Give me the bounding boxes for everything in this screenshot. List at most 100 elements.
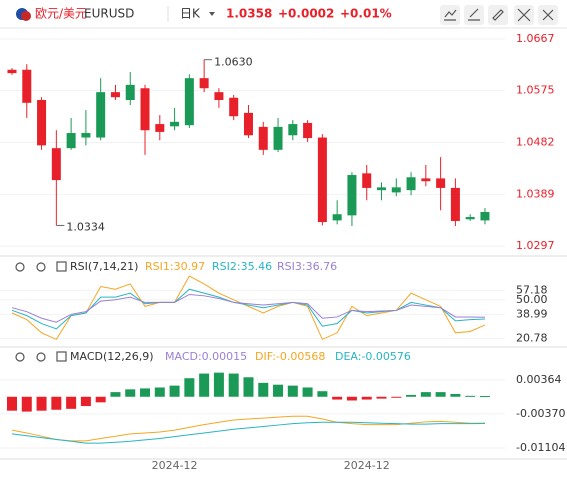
legend-entry: RSI1:30.97 [145,260,205,273]
candle-body [110,92,120,98]
indicator-line [11,421,485,444]
candle-body [37,100,47,146]
candle-body [229,97,239,117]
histogram-bar [465,395,476,397]
settings-icon[interactable] [36,352,46,362]
histogram-bar [435,392,446,397]
candle-body [450,187,460,221]
histogram-bar [479,396,490,398]
histogram-bar [110,392,121,397]
legend-entry: DEA:-0.00576 [335,350,411,363]
y-tick-label: 1.0389 [516,188,555,201]
y-tick-label: 1.0482 [516,136,555,149]
candle-body [184,78,194,126]
y-tick-label: 38.99 [516,307,548,320]
candle-body [125,84,135,100]
y-tick-label: -0.00370 [516,407,565,420]
price: 1.0358 [226,7,272,21]
y-tick-label: 1.0575 [516,83,555,96]
candle-body [81,133,91,138]
y-tick-label: 0.00364 [516,373,562,386]
histogram-bar [346,396,357,401]
histogram-bar [376,396,387,399]
histogram-bar [7,396,17,411]
y-tick-label: 20.78 [516,331,548,344]
indicator-icon[interactable] [56,261,67,272]
histogram-bar [243,377,254,397]
tool-button[interactable] [464,5,484,25]
candle-body [243,112,253,136]
histogram-bar [95,396,106,403]
candle-body [96,92,106,138]
candle-body [273,126,283,150]
histogram-bar [258,382,269,397]
histogram-bar [361,396,372,400]
candle-body [406,177,416,191]
tool-icon [444,9,457,21]
candle-body [317,137,327,223]
histogram-bar [21,396,32,412]
histogram-bar [184,378,195,397]
histogram-bar [36,396,47,411]
histogram-bar [140,388,151,397]
y-tick-label: 57.18 [516,283,548,296]
histogram-bar [332,396,343,400]
candle-body [303,122,313,139]
candle-body [51,148,61,181]
low-label: 1.0334 [66,220,105,233]
candle-body [377,187,386,191]
histogram-bar [391,396,402,398]
visibility-icon[interactable] [15,352,25,362]
histogram-bar [302,387,313,397]
legend-entry: RSI3:36.76 [277,260,337,273]
candle-body [465,217,475,220]
legend-entry: DIF:-0.00568 [255,350,325,363]
y-tick-label: 1.0667 [516,32,555,45]
x-tick-label: 2024-12 [344,459,390,472]
histogram-bar [199,373,210,397]
candle-body [362,173,372,188]
candle-body [7,69,17,74]
change-pct: +0.01% [340,7,392,21]
period[interactable]: 日K [180,7,201,21]
legend-entry: RSI2:35.46 [212,260,272,273]
tool-icon [492,9,504,21]
indicator-icon[interactable] [56,351,67,362]
period-dropdown[interactable] [209,12,215,16]
symbol[interactable]: 欧元/美元 [35,7,87,21]
indicator-title: RSI(7,14,21) [70,260,138,273]
histogram-bar [317,391,328,397]
candle-body [288,124,298,136]
flag-icon [21,11,31,21]
histogram-bar [51,396,62,410]
y-tick-label: 50.00 [516,293,548,306]
settings-icon[interactable] [36,262,46,272]
y-tick-label: 1.0297 [516,239,555,252]
candle-body [421,178,431,182]
histogram-bar [125,389,136,397]
indicator-title: MACD(12,26,9) [70,350,154,363]
visibility-icon[interactable] [15,262,25,272]
candle-body [66,133,76,149]
y-tick-label: -0.01104 [516,441,565,454]
indicator-line [11,275,486,341]
tool-button[interactable] [440,5,460,25]
histogram-bar [154,387,165,397]
tool-icon [542,9,554,21]
candle-body [22,69,32,103]
candle-body [140,88,150,131]
histogram-bar [406,394,417,397]
candle-body [170,121,180,127]
legend-entry: MACD:0.00015 [165,350,247,363]
histogram-bar [66,396,77,409]
change: +0.0002 [278,7,334,21]
tool-button[interactable] [488,5,508,25]
symbol-code: EURUSD [84,7,134,21]
candle-body [347,175,357,216]
histogram-bar [273,384,284,397]
x-tick-label: 2024-12 [152,459,198,472]
candle-body [480,212,490,221]
